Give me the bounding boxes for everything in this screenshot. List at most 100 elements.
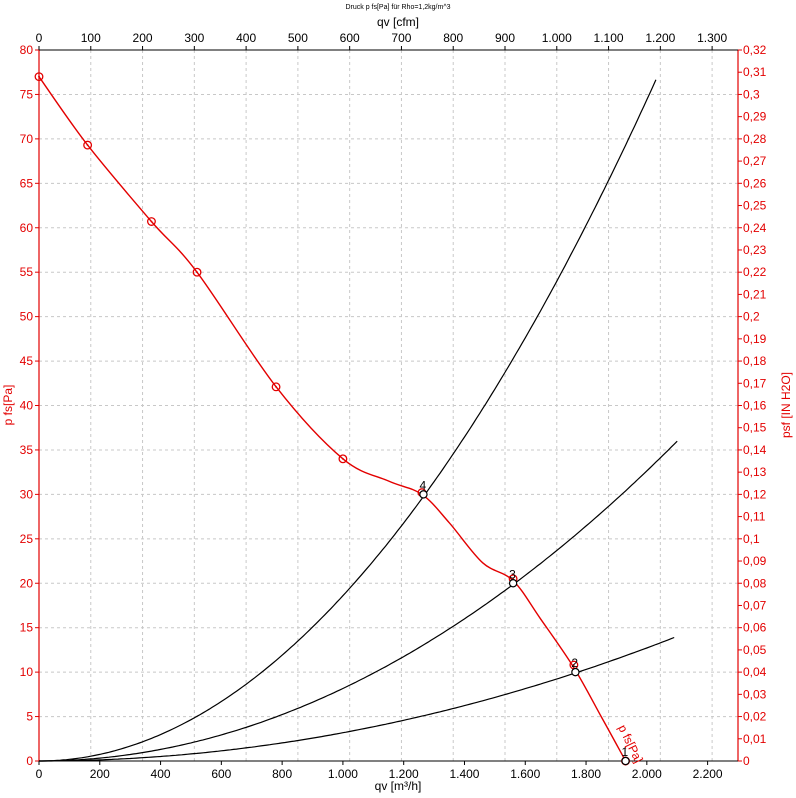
x2-tick-label: 800	[443, 31, 463, 45]
y2-tick-label: 0,21	[743, 287, 767, 301]
y2-tick-label: 0,14	[743, 443, 767, 457]
x-tick-label: 600	[211, 767, 231, 781]
x-tick-label: 200	[90, 767, 110, 781]
y2-tick-label: 0	[743, 754, 750, 768]
grid	[39, 49, 738, 761]
y-tick-label: 55	[20, 265, 34, 279]
x2-tick-label: 200	[133, 31, 153, 45]
x2-tick-label: 400	[236, 31, 256, 45]
y2-tick-label: 0,19	[743, 332, 767, 346]
x2-tick-label: 700	[391, 31, 411, 45]
operating-point-label: 2	[571, 656, 578, 670]
y2-tick-label: 0,03	[743, 687, 767, 701]
fan-curve-marker-dot	[572, 664, 575, 666]
y2-tick-label: 0,3	[743, 87, 760, 101]
y2-tick-label: 0,07	[743, 598, 767, 612]
fan-curve-marker-dot	[38, 75, 40, 78]
y2-tick-label: 0,17	[743, 376, 767, 390]
fan-curve-marker-dot	[196, 271, 198, 274]
y2-tick-label: 0,28	[743, 132, 767, 146]
operating-point-label: 1	[622, 745, 629, 759]
fan-curve-marker	[83, 140, 93, 150]
fan-curve-marker-dot	[86, 144, 89, 146]
x2-tick-label: 600	[340, 31, 360, 45]
y-tick-label: 75	[20, 87, 34, 101]
y-axis-title: p fs[Pa]	[1, 385, 15, 426]
x-tick-label: 1.000	[328, 767, 358, 781]
y2-tick-label: 0,01	[743, 732, 767, 746]
x2-tick-label: 1.000	[542, 31, 572, 45]
x2-tick-label: 900	[495, 31, 515, 45]
y2-tick-label: 0,05	[743, 643, 767, 657]
x-tick-label: 1.400	[449, 767, 479, 781]
operating-point	[419, 490, 428, 499]
y2-tick-label: 0,09	[743, 554, 767, 568]
y2-tick-label: 0,11	[743, 510, 766, 524]
y-tick-label: 65	[20, 176, 34, 190]
x-tick-label: 2.200	[693, 767, 723, 781]
y2-tick-label: 0,24	[743, 221, 767, 235]
y2-tick-label: 0,12	[743, 487, 767, 501]
fan-curve-marker	[192, 267, 202, 277]
x2-tick-label: 1.300	[697, 31, 727, 45]
y2-tick-label: 0,06	[743, 621, 767, 635]
x-axis-title: qv [m³/h]	[375, 779, 422, 793]
fan-curve-marker	[271, 382, 281, 392]
operating-point-label: 4	[419, 478, 426, 492]
x-tick-label: 1.800	[571, 767, 601, 781]
system-curve-1	[39, 79, 657, 762]
y-tick-label: 25	[20, 532, 34, 546]
x-tick-label: 400	[151, 767, 171, 781]
y2-tick-label: 0,08	[743, 576, 767, 590]
y2-tick-label: 0,1	[743, 532, 760, 546]
x2-tick-label: 1.100	[594, 31, 624, 45]
x2-tick-label: 1.200	[645, 31, 675, 45]
y2-tick-label: 0,18	[743, 354, 767, 368]
x-tick-label: 0	[36, 767, 43, 781]
y2-tick-label: 0,2	[743, 310, 760, 324]
y2-tick-label: 0,22	[743, 265, 767, 279]
y-tick-label: 40	[20, 399, 34, 413]
x2-tick-label: 500	[288, 31, 308, 45]
y-tick-label: 10	[20, 665, 34, 679]
y2-tick-label: 0,02	[743, 710, 767, 724]
series-labels: p fs[Pa]	[615, 722, 645, 765]
operating-point	[508, 579, 518, 588]
y-tick-label: 20	[20, 576, 34, 590]
chart-title: Druck p fs[Pa] für Rho=1,2kg/m^3	[345, 4, 450, 11]
x-tick-label: 800	[272, 767, 292, 781]
fan-curve-marker	[146, 217, 156, 226]
y2-tick-label: 0,32	[743, 43, 767, 57]
x2-axis-title: qv [cfm]	[377, 15, 419, 29]
y2-axis-title: psf [IN H2O]	[779, 372, 793, 438]
x-tick-label: 1.600	[510, 767, 540, 781]
fan-curve-marker	[34, 72, 44, 82]
y2-tick-label: 0,25	[743, 199, 767, 213]
fan-curve-marker-dot	[342, 457, 344, 460]
y-tick-label: 15	[20, 621, 34, 635]
y2-tick-label: 0,13	[743, 465, 767, 479]
fan-curve-marker	[338, 454, 348, 464]
operating-point-label: 3	[509, 567, 516, 581]
fan-curve	[38, 76, 627, 762]
x-tick-label: 1.200	[389, 767, 419, 781]
y-tick-label: 45	[20, 354, 34, 368]
series	[34, 72, 678, 766]
y2-tick-label: 0,23	[743, 243, 767, 257]
x2-tick-label: 100	[81, 31, 101, 45]
y2-tick-label: 0,26	[743, 176, 767, 190]
x2-tick-label: 300	[184, 31, 204, 45]
y2-tick-label: 0,31	[743, 65, 767, 79]
y-tick-label: 70	[20, 132, 34, 146]
operating-point	[621, 756, 630, 766]
fan-curve-label: p fs[Pa]	[615, 722, 645, 765]
fan-curve-marker-dot	[275, 385, 277, 388]
y-tick-label: 35	[20, 443, 34, 457]
operating-point	[571, 667, 580, 677]
y2-tick-label: 0,16	[743, 399, 767, 413]
y-tick-label: 60	[20, 221, 34, 235]
y2-tick-label: 0,29	[743, 110, 767, 124]
fan-curve-marker-dot	[150, 220, 153, 223]
